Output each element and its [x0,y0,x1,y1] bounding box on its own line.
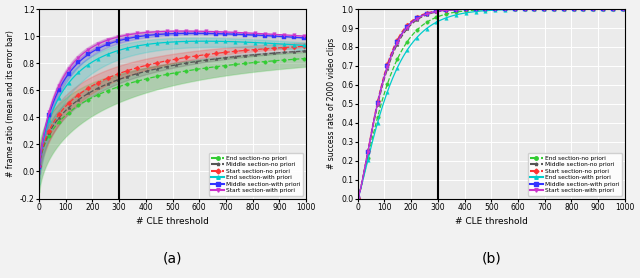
Y-axis label: # success rate of 2000 video clips: # success rate of 2000 video clips [327,38,336,169]
Text: (b): (b) [481,252,501,265]
Y-axis label: # frame ratio (mean and its error bar): # frame ratio (mean and its error bar) [6,30,15,177]
Legend: End section-no priori, Middle section-no priori, Start section-no priori, End se: End section-no priori, Middle section-no… [527,153,622,196]
X-axis label: # CLE threshold: # CLE threshold [136,217,209,226]
Text: (a): (a) [163,252,182,265]
X-axis label: # CLE threshold: # CLE threshold [455,217,527,226]
Legend: End section-no priori, Middle section-no priori, Start section-no priori, End se: End section-no priori, Middle section-no… [209,153,303,196]
